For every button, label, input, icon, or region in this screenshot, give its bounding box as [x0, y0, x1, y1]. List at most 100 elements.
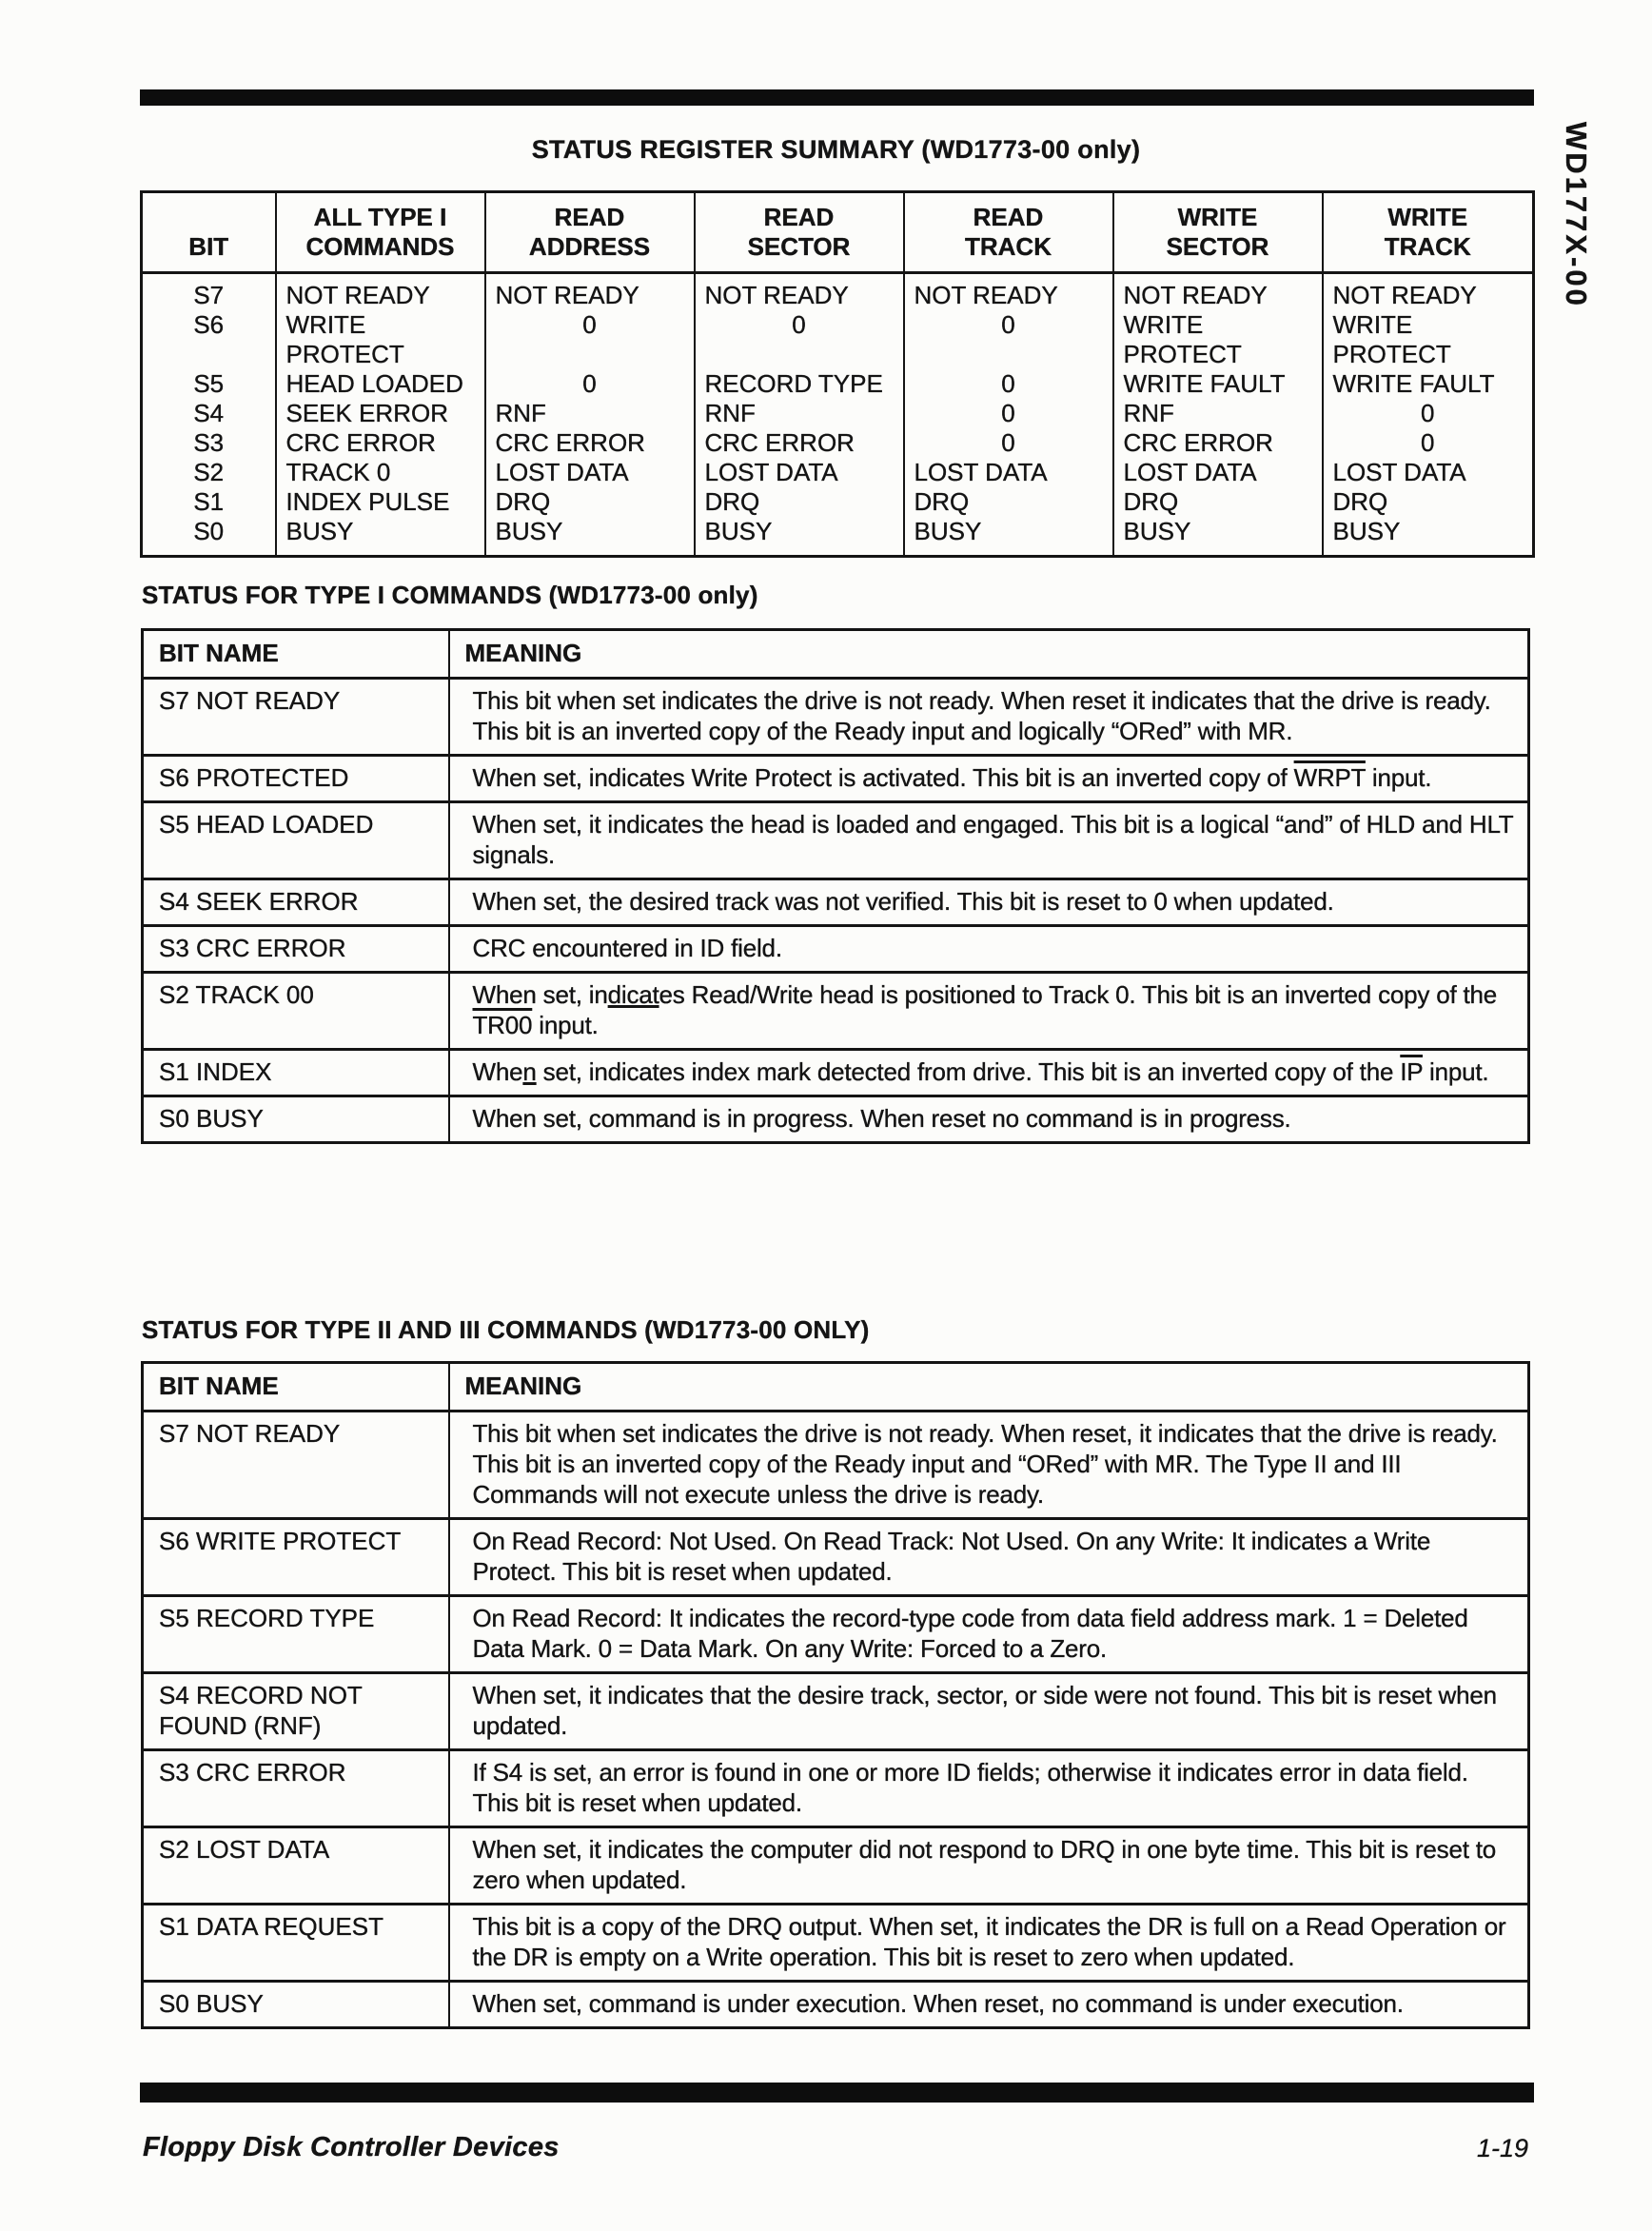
summary-value-cell: 0 — [693, 310, 904, 340]
meaning-cell: When set, indicates Write Protect is act… — [447, 754, 1529, 802]
summary-value-cell: CRC ERROR — [274, 428, 485, 458]
bit-name-cell: S6 PROTECTED — [142, 754, 449, 802]
summary-value-cell: RNF — [693, 399, 904, 428]
status-bit-row: S5 RECORD TYPE On Read Record: It indicat… — [142, 1594, 1529, 1673]
summary-row: S4 SEEK ERROR RNF RNF 0 RNF 0 — [142, 399, 1534, 428]
summary-bit-cell: S1 — [193, 487, 225, 516]
meaning-column-header: MEANING — [447, 1362, 1529, 1412]
status-bit-row: S1 DATA REQUEST This bit is a copy of the… — [142, 1903, 1529, 1982]
summary-value-cell: LOST DATA — [902, 458, 1113, 487]
status-bit-row: S3 CRC ERROR If S4 is set, an error is fo… — [142, 1748, 1529, 1827]
summary-value-cell — [693, 340, 904, 369]
bit-name-cell: S7 NOT READY — [142, 677, 449, 756]
summary-column-header: READ SECTOR — [693, 191, 904, 274]
bit-name-cell: S4 SEEK ERROR — [142, 878, 449, 926]
summary-value-cell: BUSY — [693, 517, 904, 557]
meaning-cell: When set, command is in progress. When r… — [447, 1095, 1529, 1143]
summary-value-cell: WRITE — [274, 310, 485, 340]
summary-value-cell: DRQ — [483, 487, 695, 517]
type1-header-row: BIT NAME MEANING — [142, 629, 1529, 680]
underlined-text: n — [522, 1057, 537, 1086]
meaning-cell: When set, command is under execution. Wh… — [447, 1980, 1529, 2028]
meaning-cell: When set, indicates Read/Write head is p… — [447, 971, 1529, 1050]
summary-value-cell — [483, 340, 695, 369]
meaning-text: When set, it indicates the head is loade… — [472, 810, 1513, 869]
meaning-text: When set, command is in progress. When r… — [472, 1104, 1291, 1133]
summary-value-cell: DRQ — [902, 487, 1113, 517]
meaning-text: input. — [1365, 763, 1432, 792]
summary-value-cell: LOST DATA — [1321, 458, 1534, 487]
summary-column-header: ALL TYPE I COMMANDS — [274, 191, 485, 274]
bit-name-cell: S0 BUSY — [142, 1095, 449, 1143]
summary-value-cell — [902, 340, 1113, 369]
status-bit-row: S5 HEAD LOADED When set, it indicates the… — [142, 800, 1529, 879]
summary-column-header: READ ADDRESS — [483, 191, 695, 274]
meaning-cell: When set, it indicates the computer did … — [447, 1826, 1529, 1905]
summary-bit-cell: S3 — [193, 428, 225, 457]
summary-value-cell: BUSY — [1321, 517, 1534, 557]
meaning-cell: When set, it indicates that the desire t… — [447, 1671, 1529, 1750]
meaning-text: When set, the desired track was not veri… — [472, 887, 1334, 916]
summary-value-cell: 0 — [1321, 399, 1534, 428]
summary-value-cell: NOT READY — [483, 272, 695, 310]
summary-bit-cell: S7 — [193, 281, 225, 309]
meaning-text: This bit when set indicates the drive is… — [472, 1419, 1498, 1509]
bit-name-cell: S3 CRC ERROR — [142, 924, 449, 973]
status-bit-row: S6 WRITE PROTECT On Read Record: Not Used… — [142, 1517, 1529, 1596]
summary-value-cell: WRITE FAULT — [1111, 369, 1323, 399]
summary-value-cell: CRC ERROR — [1111, 428, 1323, 458]
meaning-cell: When set, the desired track was not veri… — [447, 878, 1529, 926]
status-bit-row: S3 CRC ERROR CRC encountered in ID field. — [142, 924, 1529, 973]
status-bit-row: S1 INDEX When set, indicates index mark d… — [142, 1048, 1529, 1096]
bit-name-column-header: BIT NAME — [142, 1362, 449, 1412]
status-bit-row: S0 BUSY When set, command is in progress.… — [142, 1095, 1529, 1143]
meaning-text: set, indicates index mark detected from … — [536, 1057, 1401, 1086]
meaning-text: When set, command is under execution. Wh… — [472, 1989, 1404, 2018]
summary-value-cell: NOT READY — [902, 272, 1113, 310]
meaning-text: es Read/Write head is positioned to Trac… — [659, 980, 1498, 1009]
top-rule — [140, 89, 1534, 106]
bit-name-cell: S0 BUSY — [142, 1980, 449, 2028]
summary-bit-cell: S6 — [193, 310, 225, 339]
summary-value-cell: 0 — [902, 428, 1113, 458]
type23-table-body: S7 NOT READY This bit when set indicates … — [142, 1410, 1529, 2028]
status-bit-row: S0 BUSY When set, command is under execut… — [142, 1980, 1529, 2028]
summary-bit-cell — [142, 340, 276, 369]
summary-row: S3 CRC ERROR CRC ERROR CRC ERROR 0 CRC ERROR 0 — [142, 428, 1534, 458]
summary-column-header: BIT — [141, 191, 276, 274]
summary-row: S5 HEAD LOADED 0 RECORD TYPE 0 WRITE FAULT WRI… — [142, 369, 1534, 399]
summary-bit-cell: S0 — [193, 517, 225, 545]
summary-value-cell: 0 — [1321, 428, 1534, 458]
summary-value-cell: PROTECT — [1111, 340, 1323, 369]
meaning-text: When set, in — [472, 980, 608, 1009]
summary-column-header: WRITE TRACK — [1321, 191, 1534, 274]
summary-value-cell: LOST DATA — [483, 458, 695, 487]
meaning-cell: This bit is a copy of the DRQ output. Wh… — [447, 1903, 1529, 1982]
summary-value-cell: DRQ — [1111, 487, 1323, 517]
status-bit-row: S6 PROTECTED When set, indicates Write Pr… — [142, 754, 1529, 802]
overlined-signal-name: TR00 — [472, 1011, 533, 1039]
overlined-signal-name: IP — [1400, 1057, 1423, 1086]
summary-row: S1 INDEX PULSE DRQ DRQ DRQ DRQ DRQ — [142, 487, 1534, 517]
summary-value-cell: 0 — [902, 399, 1113, 428]
summary-value-cell: NOT READY — [1111, 272, 1323, 310]
meaning-cell: When set, it indicates the head is loade… — [447, 800, 1529, 879]
bit-name-cell: S1 INDEX — [142, 1048, 449, 1096]
summary-bit-cell: S2 — [193, 458, 225, 486]
summary-value-cell: PROTECT — [1321, 340, 1534, 369]
summary-value-cell: RNF — [1111, 399, 1323, 428]
status-bit-row: S2 LOST DATA When set, it indicates the c… — [142, 1826, 1529, 1905]
type23-section-heading: STATUS FOR TYPE II AND III COMMANDS (WD1… — [142, 1315, 870, 1344]
summary-value-cell: NOT READY — [693, 272, 904, 310]
status-bit-row: S7 NOT READY This bit when set indicates … — [142, 1410, 1529, 1519]
summary-column-header: READ TRACK — [902, 191, 1113, 274]
summary-value-cell: WRITE FAULT — [1321, 369, 1534, 399]
meaning-cell: If S4 is set, an error is found in one o… — [447, 1748, 1529, 1827]
meaning-text: On Read Record: Not Used. On Read Track:… — [472, 1527, 1431, 1586]
footer-document-title: Floppy Disk Controller Devices — [143, 2132, 560, 2162]
summary-value-cell: WRITE — [1321, 310, 1534, 340]
summary-value-cell: 0 — [483, 310, 695, 340]
meaning-text: input. — [532, 1011, 599, 1039]
meaning-text: input. — [1422, 1057, 1489, 1086]
